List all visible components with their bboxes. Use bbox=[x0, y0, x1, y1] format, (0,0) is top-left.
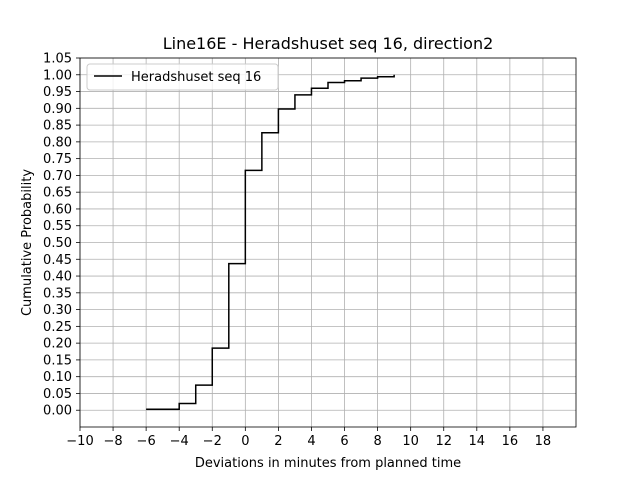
y-tick-label: 1.00 bbox=[43, 68, 72, 83]
y-tick-label: 0.25 bbox=[43, 320, 72, 335]
x-tick-label: 0 bbox=[241, 434, 249, 449]
x-tick-label: 8 bbox=[373, 434, 381, 449]
y-tick-label: 0.00 bbox=[43, 404, 72, 419]
x-tick-label: 2 bbox=[274, 434, 282, 449]
y-axis-ticks: 0.00 0.05 0.10 0.150.20 0.25 0.30 0.350.40 0.45… bbox=[43, 52, 80, 419]
y-tick-label: 0.60 bbox=[43, 202, 72, 217]
y-tick-label: 0.65 bbox=[43, 186, 72, 201]
y-tick-label: 0.75 bbox=[43, 152, 72, 167]
y-tick-label: 0.15 bbox=[43, 353, 72, 368]
x-tick-label: 16 bbox=[502, 434, 519, 449]
legend: Heradshuset seq 16 bbox=[86, 63, 279, 91]
x-tick-label: −8 bbox=[103, 434, 122, 449]
y-tick-label: 0.90 bbox=[43, 102, 72, 117]
series-layer bbox=[146, 74, 395, 410]
y-axis-label: Cumulative Probability bbox=[20, 169, 35, 316]
chart-title: Line16E - Heradshuset seq 16, direction2 bbox=[163, 34, 494, 53]
grid bbox=[79, 57, 576, 427]
y-tick-label: 0.85 bbox=[43, 119, 72, 134]
y-tick-label: 0.05 bbox=[43, 387, 72, 402]
y-tick-label: 0.80 bbox=[43, 135, 72, 150]
x-tick-label: 18 bbox=[535, 434, 552, 449]
x-axis-ticks: −10 −8 −6 −4 −2 0 2 4 6 8 10 12 14 16 18 bbox=[66, 427, 551, 449]
legend-label: Heradshuset seq 16 bbox=[131, 70, 261, 85]
x-tick-label: 12 bbox=[435, 434, 452, 449]
y-tick-label: 0.10 bbox=[43, 370, 72, 385]
y-tick-label: 0.30 bbox=[43, 303, 72, 318]
y-tick-label: 0.35 bbox=[43, 286, 72, 301]
y-tick-label: 0.55 bbox=[43, 219, 72, 234]
y-tick-label: 0.20 bbox=[43, 337, 72, 352]
series-line-heradshuset-seq-16 bbox=[146, 74, 395, 410]
y-tick-label: 0.50 bbox=[43, 236, 72, 251]
x-tick-label: −4 bbox=[170, 434, 189, 449]
y-tick-label: 1.05 bbox=[43, 52, 72, 67]
x-tick-label: 6 bbox=[340, 434, 348, 449]
x-axis-label: Deviations in minutes from planned time bbox=[195, 456, 461, 471]
x-tick-label: 10 bbox=[402, 434, 419, 449]
y-tick-label: 0.40 bbox=[43, 270, 72, 285]
legend-box bbox=[86, 63, 279, 91]
x-tick-label: 4 bbox=[307, 434, 315, 449]
x-tick-label: −6 bbox=[137, 434, 156, 449]
y-tick-label: 0.70 bbox=[43, 169, 72, 184]
y-tick-label: 0.45 bbox=[43, 253, 72, 268]
x-tick-label: −10 bbox=[66, 434, 93, 449]
y-tick-label: 0.95 bbox=[43, 85, 72, 100]
x-tick-label: 14 bbox=[469, 434, 486, 449]
x-tick-label: −2 bbox=[203, 434, 222, 449]
